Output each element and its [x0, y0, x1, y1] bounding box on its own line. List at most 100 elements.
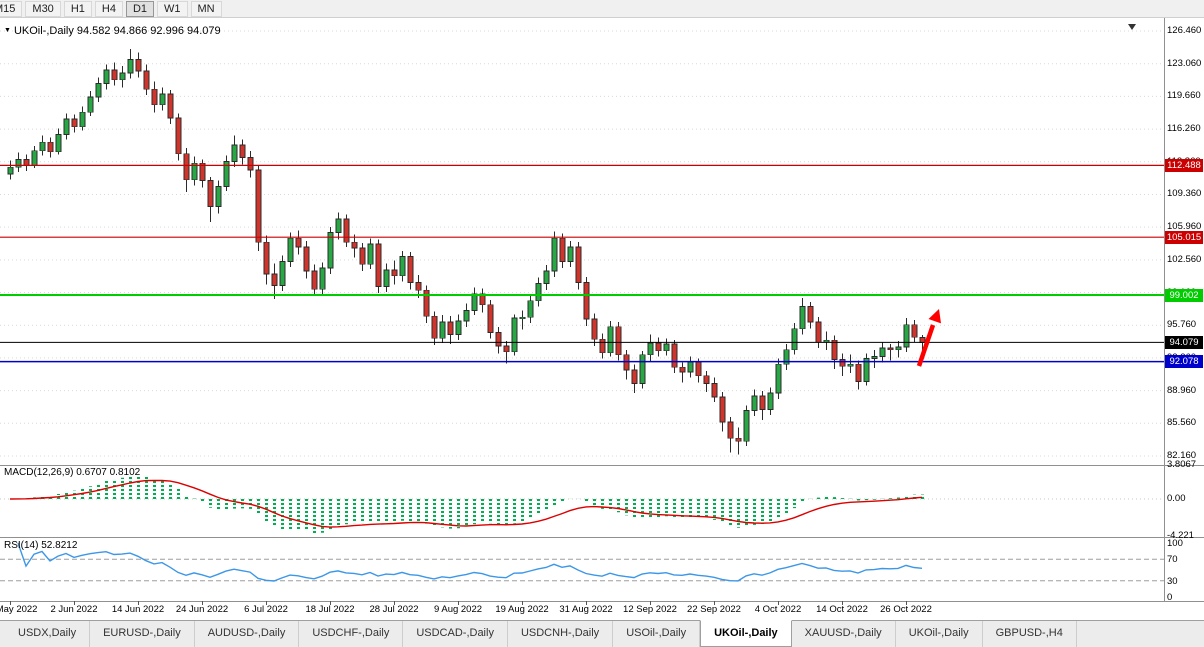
candle-down	[271, 273, 278, 286]
candle-up	[863, 358, 870, 382]
candle-down	[599, 338, 606, 354]
trend-arrow-head[interactable]	[928, 309, 942, 324]
candle-up	[39, 141, 46, 152]
candle-up	[15, 159, 22, 168]
candle-down	[855, 363, 862, 382]
chart-shift-marker-icon[interactable]	[1128, 24, 1136, 30]
rsi-line	[17, 542, 923, 582]
candle-down	[759, 395, 766, 410]
candle-up	[463, 310, 470, 322]
candle-up	[127, 59, 134, 74]
macd-signal-line	[9, 479, 923, 528]
chart-tab-USDCAD-Daily-4[interactable]: USDCAD-,Daily	[403, 621, 508, 647]
candle-down	[583, 282, 590, 320]
candle-up	[519, 316, 526, 320]
timeframe-button-H4[interactable]: H4	[94, 0, 123, 17]
chart-tab-AUDUSD-Daily-2[interactable]: AUDUSD-,Daily	[195, 621, 300, 647]
candle-up	[567, 246, 574, 262]
horizontal-level-lines[interactable]	[0, 164, 1164, 363]
chart-tab-USOil-Daily-6[interactable]: USOil-,Daily	[613, 621, 701, 647]
candle-up	[543, 270, 550, 284]
timeframe-button-D1[interactable]: D1	[125, 0, 154, 17]
candle-up	[791, 328, 798, 351]
candle-up	[399, 256, 406, 277]
candle-up	[871, 356, 878, 359]
candle-down	[391, 269, 398, 277]
candle-down	[807, 306, 814, 323]
candle-up	[87, 96, 94, 113]
candle-down	[183, 153, 190, 181]
candlestick-series	[7, 48, 926, 455]
chart-tab-GBPUSD-H4-10[interactable]: GBPUSD-,H4	[983, 621, 1077, 647]
candle-up	[783, 349, 790, 365]
chart-tab-USDX-Daily-0[interactable]: USDX,Daily	[5, 621, 91, 647]
candle-up	[215, 185, 222, 207]
candle-down	[631, 369, 638, 384]
candle-down	[239, 144, 246, 158]
candle-up	[231, 144, 238, 162]
timeframe-button-MN[interactable]: MN	[190, 0, 222, 17]
candle-up	[55, 134, 62, 153]
candle-up	[511, 317, 518, 353]
candle-up	[279, 260, 286, 286]
candle-down	[679, 366, 686, 373]
candle-down	[143, 70, 150, 90]
timeframe-button-W1[interactable]: W1	[157, 0, 188, 17]
candle-down	[247, 157, 254, 171]
candle-down	[175, 117, 182, 155]
candle-up	[551, 237, 558, 272]
candle-up	[63, 118, 70, 135]
candle-down	[495, 332, 502, 347]
chart-tab-USDCNH-Daily-5[interactable]: USDCNH-,Daily	[508, 621, 614, 647]
timeframe-button-H1[interactable]: H1	[63, 0, 92, 17]
rsi-label: RSI(14) 52.8212	[4, 540, 78, 551]
candle-up	[287, 237, 294, 262]
chart-tab-EURUSD-Daily-1[interactable]: EURUSD-,Daily	[90, 621, 195, 647]
candle-down	[671, 343, 678, 368]
timeframe-button-M15[interactable]: M15	[0, 0, 23, 17]
candle-up	[159, 93, 166, 106]
chart-tab-UKOil-Daily-9[interactable]: UKOil-,Daily	[896, 621, 983, 647]
candle-down	[343, 218, 350, 243]
candle-up	[319, 267, 326, 290]
panel-separators	[0, 18, 1204, 602]
candle-down	[487, 304, 494, 333]
candle-down	[655, 342, 662, 352]
candle-down	[831, 339, 838, 360]
candle-down	[199, 162, 206, 182]
chart-tabs-bar: USDX,Daily EURUSD-,Daily AUDUSD-,Daily USDC…	[0, 620, 1204, 647]
candle-up	[327, 232, 334, 269]
chart-tab-USDCHF-Daily-3[interactable]: USDCHF-,Daily	[299, 621, 404, 647]
candle-up	[639, 354, 646, 384]
candle-up	[119, 72, 126, 81]
candle-down	[423, 289, 430, 317]
trend-arrow-shaft[interactable]	[916, 324, 936, 367]
candle-down	[887, 347, 894, 351]
candle-down	[71, 118, 78, 128]
candle-down	[695, 361, 702, 377]
collapse-triangle-icon[interactable]: ▼	[4, 27, 11, 34]
candle-down	[591, 318, 598, 340]
candle-down	[23, 159, 30, 166]
candle-down	[311, 270, 318, 290]
candle-up	[527, 300, 534, 318]
candle-up	[767, 392, 774, 410]
date-axis-ticks	[10, 601, 907, 605]
timeframe-button-M30[interactable]: M30	[25, 0, 61, 17]
chart-tab-XAUUSD-Daily-8[interactable]: XAUUSD-,Daily	[792, 621, 896, 647]
chart-tab-UKOil-Daily-7[interactable]: UKOil-,Daily	[700, 620, 792, 647]
candle-down	[207, 180, 214, 207]
candle-up	[31, 150, 38, 166]
candle-down	[839, 359, 846, 367]
candle-down	[615, 326, 622, 356]
candle-up	[879, 347, 886, 357]
candle-down	[575, 246, 582, 283]
candle-up	[799, 306, 806, 330]
candle-down	[151, 88, 158, 106]
trend-arrow-annotation[interactable]	[916, 309, 942, 367]
candle-down	[375, 243, 382, 287]
candle-up	[471, 293, 478, 311]
candle-up	[335, 218, 342, 233]
